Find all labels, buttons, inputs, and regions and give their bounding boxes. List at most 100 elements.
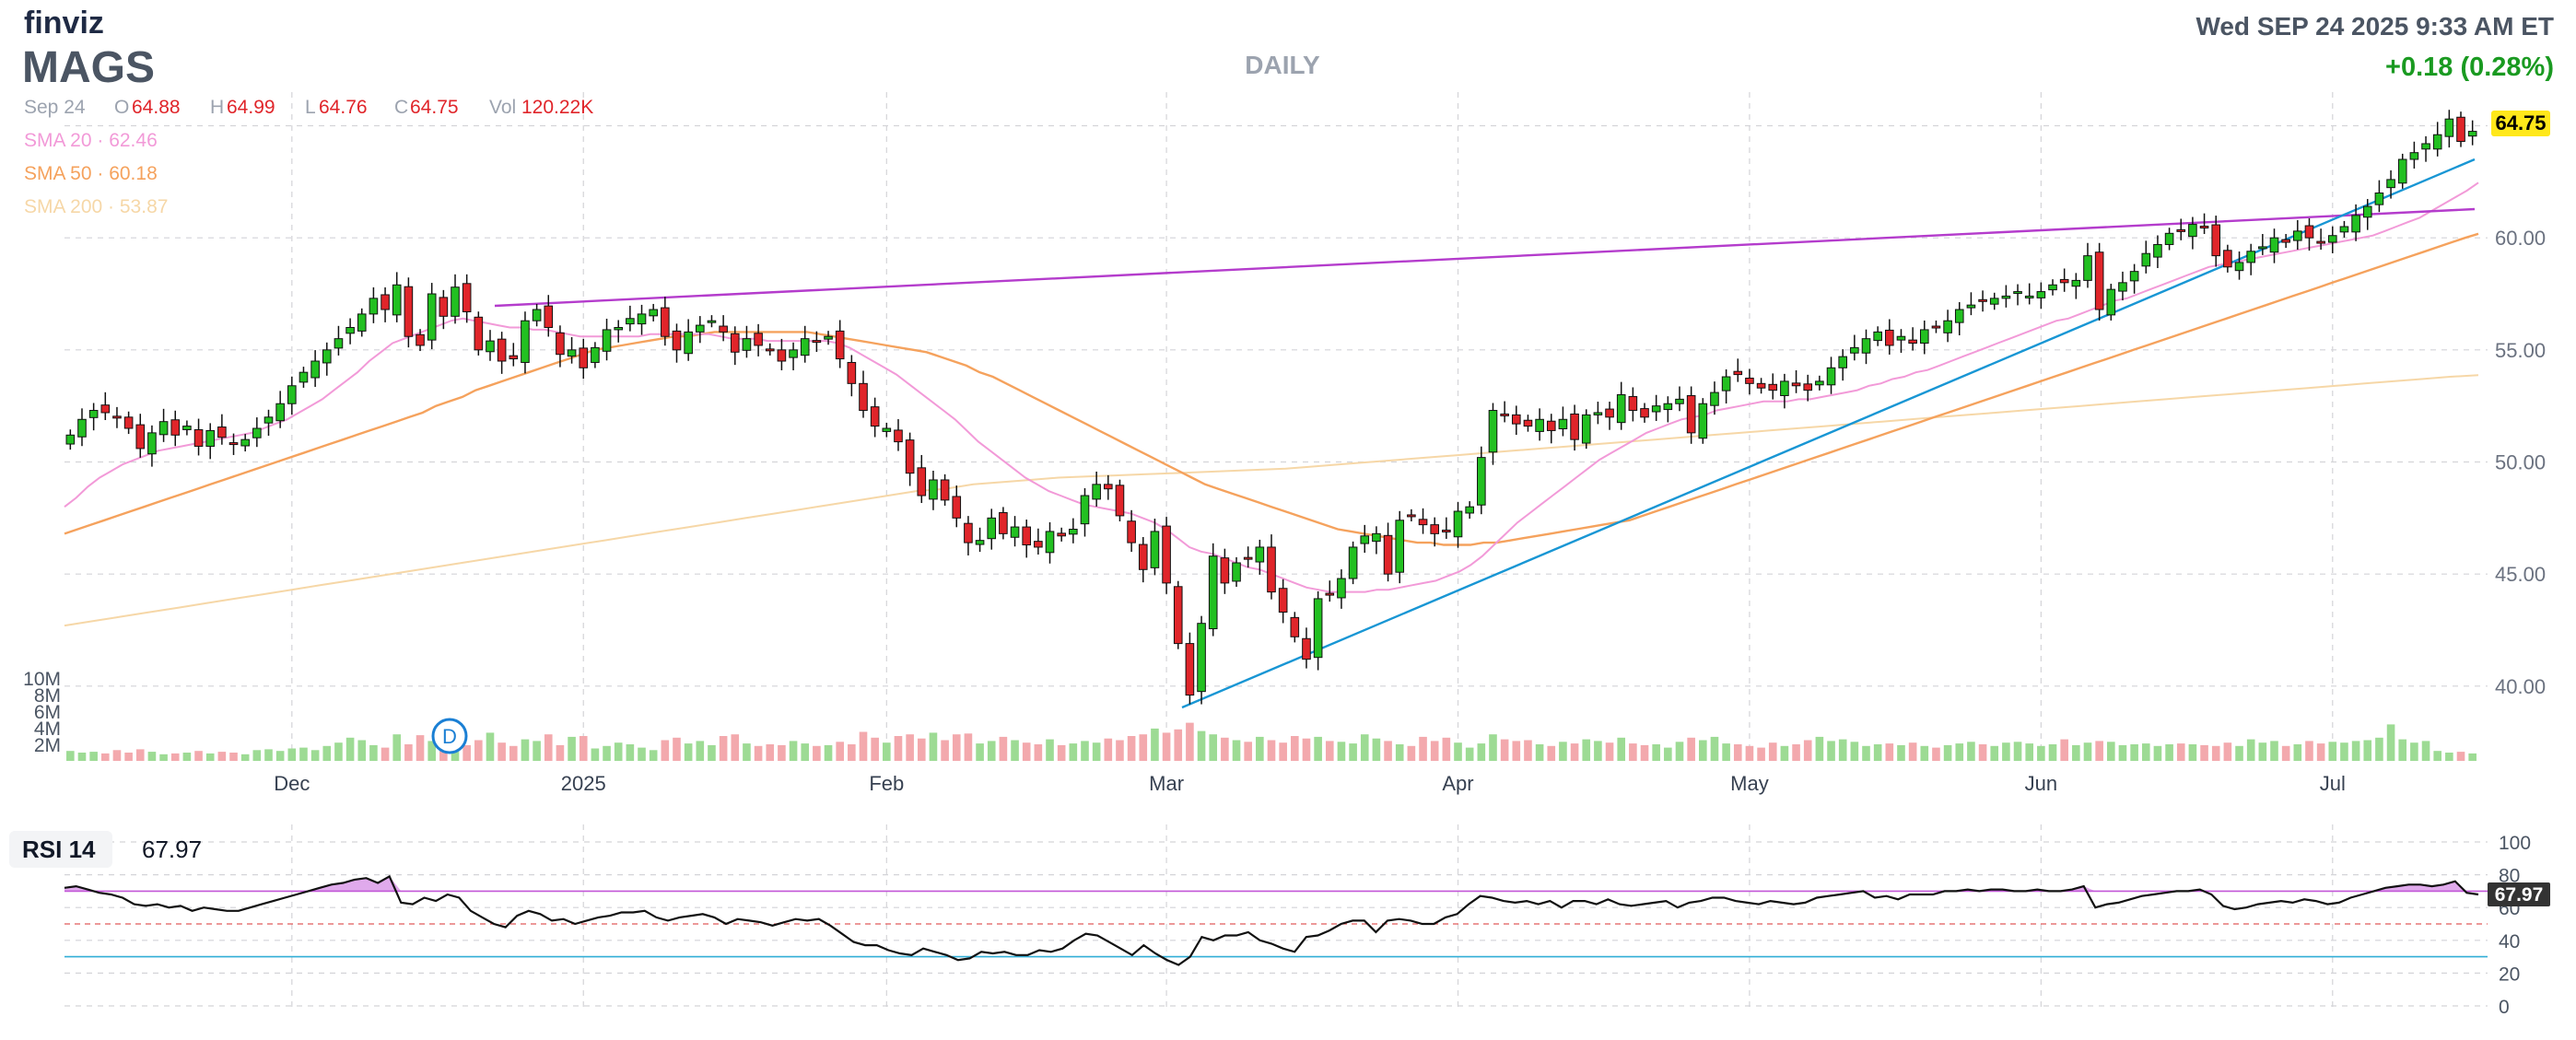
volume-bar <box>1489 734 1497 761</box>
candle-body <box>1721 376 1731 391</box>
date-axis: Dec2025FebMarAprMayJunJulAugSep <box>274 772 2346 795</box>
candle-body <box>1477 457 1486 506</box>
candle-body <box>2059 278 2069 284</box>
candle-body <box>1628 395 1638 412</box>
candle-body <box>1511 414 1521 425</box>
volume-bar <box>2445 753 2453 761</box>
volume-bar <box>544 734 553 761</box>
volume-bar <box>1967 742 1975 761</box>
candle-body <box>2188 224 2197 238</box>
candle-body <box>1500 413 1509 416</box>
logo[interactable]: finviz <box>24 6 104 41</box>
candle-body <box>1115 485 1125 517</box>
volume-bar <box>1978 744 1987 761</box>
volume-bar <box>229 753 238 761</box>
volume-bar <box>182 753 192 761</box>
volume-bar <box>1745 745 1754 761</box>
volume-bar <box>427 741 436 761</box>
volume-bar <box>1407 745 1416 761</box>
sma-legend[interactable]: SMA 20 · 62.46 SMA 50 · 60.18 SMA 200 · … <box>24 130 168 217</box>
candle-body <box>824 335 833 340</box>
candle-body <box>322 349 332 364</box>
candle-body <box>1010 526 1020 538</box>
volume-bar <box>1127 736 1136 761</box>
candle-body <box>1092 484 1101 500</box>
volume-bar <box>1349 743 1357 761</box>
candle-body <box>1313 598 1323 659</box>
candle-body <box>1220 557 1230 584</box>
candle-body <box>2246 251 2255 263</box>
candle-body <box>2362 205 2372 218</box>
support-trendline[interactable] <box>1181 158 2476 709</box>
volume-bar <box>1232 740 1241 761</box>
volume-bar <box>1710 736 1719 761</box>
resistance-trendline[interactable] <box>494 207 2476 308</box>
rsi-label-box <box>9 831 112 868</box>
ohlc-volume: 120.22K <box>521 97 593 118</box>
candle-body <box>263 416 274 424</box>
candle-body <box>170 419 181 436</box>
candle-body <box>1232 562 1241 582</box>
date-tick-label: Mar <box>1149 772 1184 795</box>
volume-bar <box>952 734 961 761</box>
volume-bar <box>2375 737 2383 761</box>
candle-body <box>147 432 157 455</box>
candle-body <box>661 307 670 337</box>
candle-body <box>100 404 111 414</box>
volume-bar <box>416 735 425 761</box>
candle-body <box>334 338 344 349</box>
candle-body <box>88 410 99 418</box>
candle-body <box>275 403 285 422</box>
candle-body <box>1640 408 1649 418</box>
volume-bar <box>1885 743 1894 761</box>
candle-body <box>905 439 915 474</box>
candle-body <box>1022 526 1032 546</box>
volume-bar <box>381 747 390 761</box>
candle-body <box>614 327 624 331</box>
dividend-marker[interactable]: D <box>431 718 468 754</box>
rsi-value: 67.97 <box>142 836 202 863</box>
volume-bar <box>743 743 751 761</box>
date-tick-label: Jun <box>2025 772 2057 795</box>
candle-body <box>451 286 460 317</box>
timeframe-label[interactable]: DAILY <box>1245 51 1320 79</box>
candle-body <box>1803 383 1813 391</box>
volume-bar <box>1687 737 1695 761</box>
volume-bar <box>2072 744 2080 761</box>
candle-body <box>1873 331 1882 342</box>
volume-bar <box>848 744 856 761</box>
candle-body <box>252 427 262 438</box>
candle-body <box>1255 546 1265 563</box>
candle-body <box>2293 230 2302 241</box>
volume-tick-label: 8M <box>34 685 61 707</box>
volume-bar <box>2118 744 2127 761</box>
candle-body <box>1442 529 1451 532</box>
candle-body <box>1581 414 1591 444</box>
rsi-tick-label: 100 <box>2499 833 2531 854</box>
volume-bar <box>2013 742 2022 761</box>
volume-bar <box>2258 742 2267 761</box>
candle-body <box>1815 380 1824 386</box>
volume-bar <box>941 740 949 761</box>
candle-body <box>1616 394 1626 424</box>
ohlc-high-label: H <box>210 97 224 118</box>
candle-body <box>240 438 250 447</box>
volume-bar <box>1116 740 1124 761</box>
candle-body <box>2421 143 2430 150</box>
candle-body <box>2013 291 2022 295</box>
candle-body <box>381 294 390 310</box>
candle-body <box>1034 541 1043 548</box>
volume-bar <box>1664 747 1672 761</box>
volume-bar <box>1151 728 1159 761</box>
legend-sma200: SMA 200 · 53.87 <box>24 196 168 217</box>
candlestick-series <box>65 110 2477 705</box>
candle-body <box>2374 193 2384 205</box>
price-tick-label: 45.00 <box>2495 563 2546 586</box>
volume-bar <box>66 751 75 761</box>
candle-body <box>952 496 962 519</box>
volume-bar <box>1291 736 1299 761</box>
volume-bar <box>2433 751 2442 761</box>
candle-body <box>1103 484 1113 490</box>
